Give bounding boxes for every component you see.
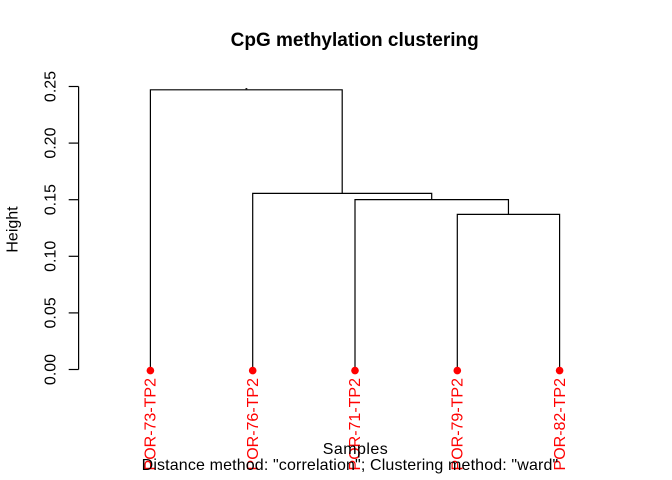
svg-text:POR-82-TP2: POR-82-TP2 [552,378,569,471]
svg-text:Height: Height [5,206,22,253]
svg-text:0.20: 0.20 [43,127,60,158]
svg-text:Distance method: "correlation": Distance method: "correlation"; Clusteri… [142,457,559,474]
svg-text:POR-73-TP2: POR-73-TP2 [143,378,160,471]
svg-text:POR-71-TP2: POR-71-TP2 [347,378,364,471]
svg-text:POR-76-TP2: POR-76-TP2 [245,378,262,471]
svg-text:POR-79-TP2: POR-79-TP2 [450,378,467,471]
svg-text:0.00: 0.00 [43,354,60,385]
svg-text:0.10: 0.10 [43,241,60,272]
svg-text:0.25: 0.25 [43,71,60,102]
svg-text:0.05: 0.05 [43,297,60,328]
svg-text:0.15: 0.15 [43,184,60,215]
svg-text:CpG methylation clustering: CpG methylation clustering [231,30,479,51]
svg-text:Samples: Samples [323,441,388,458]
